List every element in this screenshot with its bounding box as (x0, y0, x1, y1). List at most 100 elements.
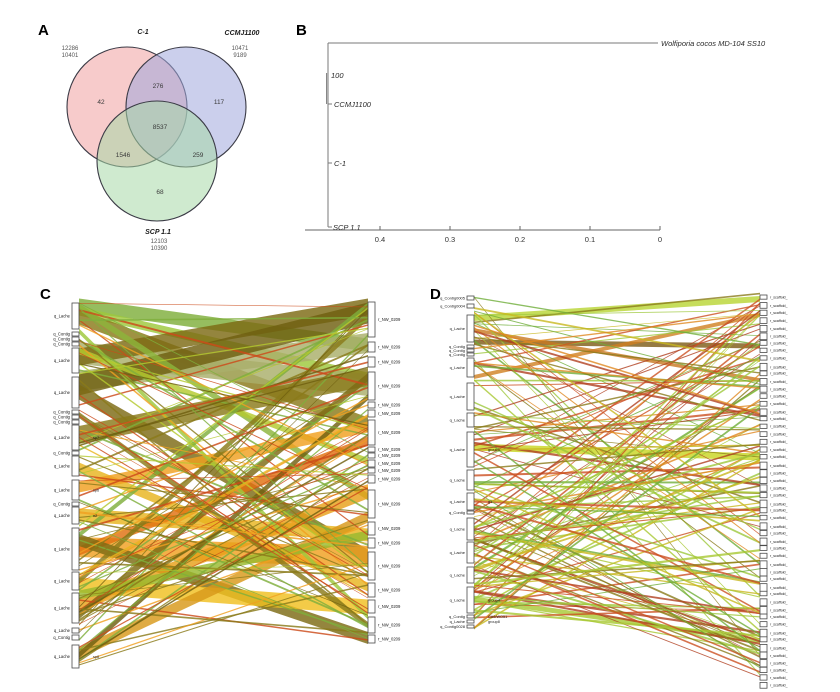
scaffold-block[interactable] (759, 324, 768, 333)
scaffold-block[interactable] (759, 507, 768, 514)
scaffold-block[interactable] (466, 624, 475, 629)
scaffold-block[interactable] (71, 347, 80, 374)
scaffold-block[interactable] (759, 431, 768, 437)
scaffold-block[interactable] (759, 628, 768, 638)
scaffold-block[interactable] (367, 356, 376, 368)
scaffold-block[interactable] (71, 341, 80, 347)
tree-tip-ccmj1100[interactable]: CCMJ1100 (334, 100, 372, 109)
scaffold-block[interactable] (759, 552, 768, 559)
scaffold-block[interactable] (759, 355, 768, 361)
venn-circle-scp[interactable] (96, 100, 218, 222)
scaffold-block[interactable] (759, 385, 768, 393)
scaffold-block[interactable] (71, 501, 80, 507)
scaffold-block[interactable] (466, 586, 475, 614)
scaffold-block[interactable] (759, 598, 768, 607)
scaffold-block[interactable] (466, 541, 475, 564)
scaffold-block[interactable] (759, 613, 768, 620)
scaffold-block[interactable] (71, 336, 80, 342)
scaffold-block[interactable] (367, 537, 376, 549)
scaffold-block[interactable] (759, 317, 768, 324)
scaffold-block[interactable] (71, 414, 80, 420)
scaffold-block[interactable] (759, 568, 768, 577)
scaffold-block[interactable] (71, 331, 80, 337)
scaffold-block[interactable] (367, 599, 376, 614)
scaffold-block[interactable] (71, 419, 80, 425)
scaffold-block[interactable] (759, 659, 768, 668)
scaffold-block[interactable] (759, 530, 768, 537)
tree-tip-scp[interactable]: SCP 1.1 (333, 223, 361, 232)
scaffold-block[interactable] (71, 409, 80, 415)
scaffold-block[interactable] (759, 682, 768, 689)
scaffold-block[interactable] (367, 459, 376, 468)
scaffold-block[interactable] (759, 476, 768, 484)
scaffold-block[interactable] (466, 357, 475, 378)
scaffold-block[interactable] (466, 517, 475, 541)
scaffold-block[interactable] (71, 627, 80, 634)
scaffold-block[interactable] (71, 450, 80, 456)
scaffold-block[interactable] (466, 344, 475, 349)
scaffold-block[interactable] (759, 362, 768, 371)
scaffold-block[interactable] (71, 424, 80, 451)
scaffold-block[interactable] (759, 644, 768, 653)
scaffold-block[interactable] (466, 382, 475, 411)
scaffold-block[interactable] (367, 419, 376, 446)
scaffold-block[interactable] (466, 469, 475, 491)
scaffold-block[interactable] (367, 521, 376, 536)
scaffold-block[interactable] (367, 452, 376, 459)
scaffold-block[interactable] (759, 583, 768, 592)
scaffold-block[interactable] (71, 506, 80, 525)
scaffold-block[interactable] (466, 619, 475, 624)
scaffold-block[interactable] (759, 469, 768, 478)
scaffold-block[interactable] (367, 634, 376, 644)
scaffold-block[interactable] (367, 474, 376, 484)
scaffold-block[interactable] (759, 370, 768, 377)
scaffold-block[interactable] (759, 438, 768, 445)
scaffold-block[interactable] (466, 510, 475, 515)
scaffold-block[interactable] (759, 393, 768, 399)
scaffold-block[interactable] (759, 408, 768, 416)
scaffold-block[interactable] (466, 412, 475, 428)
scaffold-block[interactable] (759, 514, 768, 521)
scaffold-block[interactable] (367, 341, 376, 353)
scaffold-block[interactable] (759, 309, 768, 316)
scaffold-block[interactable] (759, 400, 768, 407)
scaffold-block[interactable] (367, 446, 376, 453)
scaffold-block[interactable] (759, 651, 768, 660)
scaffold-block[interactable] (466, 566, 475, 584)
scaffold-block[interactable] (759, 423, 768, 429)
scaffold-block[interactable] (759, 666, 768, 673)
scaffold-block[interactable] (367, 409, 376, 418)
scaffold-block[interactable] (71, 634, 80, 641)
scaffold-block[interactable] (759, 340, 768, 346)
scaffold-block[interactable] (466, 431, 475, 468)
scaffold-block[interactable] (367, 301, 376, 338)
scaffold-block[interactable] (759, 522, 768, 531)
scaffold-block[interactable] (759, 302, 768, 309)
scaffold-block[interactable] (71, 527, 80, 571)
tree-tip-outgroup[interactable]: Wolfiporia cocos MD-104 SS10 (661, 39, 766, 48)
scaffold-block[interactable] (367, 489, 376, 519)
scaffold-block[interactable] (759, 545, 768, 551)
tree-tip-c1[interactable]: C-1 (334, 159, 346, 168)
scaffold-block[interactable] (759, 674, 768, 681)
scaffold-block[interactable] (367, 616, 376, 634)
scaffold-block[interactable] (466, 314, 475, 343)
scaffold-block[interactable] (759, 454, 768, 460)
scaffold-block[interactable] (466, 492, 475, 511)
scaffold-block[interactable] (759, 492, 768, 499)
scaffold-block[interactable] (759, 537, 768, 546)
scaffold-block[interactable] (759, 378, 768, 386)
scaffold-block[interactable] (759, 347, 768, 353)
scaffold-block[interactable] (367, 371, 376, 401)
scaffold-block[interactable] (466, 614, 475, 619)
scaffold-block[interactable] (759, 499, 768, 509)
scaffold-block[interactable] (367, 582, 376, 598)
scaffold-block[interactable] (759, 606, 768, 615)
scaffold-block[interactable] (71, 592, 80, 624)
scaffold-block[interactable] (759, 621, 768, 628)
scaffold-block[interactable] (71, 571, 80, 591)
scaffold-block[interactable] (71, 644, 80, 669)
scaffold-block[interactable] (71, 455, 80, 477)
scaffold-block[interactable] (759, 461, 768, 470)
scaffold-block[interactable] (367, 401, 376, 409)
